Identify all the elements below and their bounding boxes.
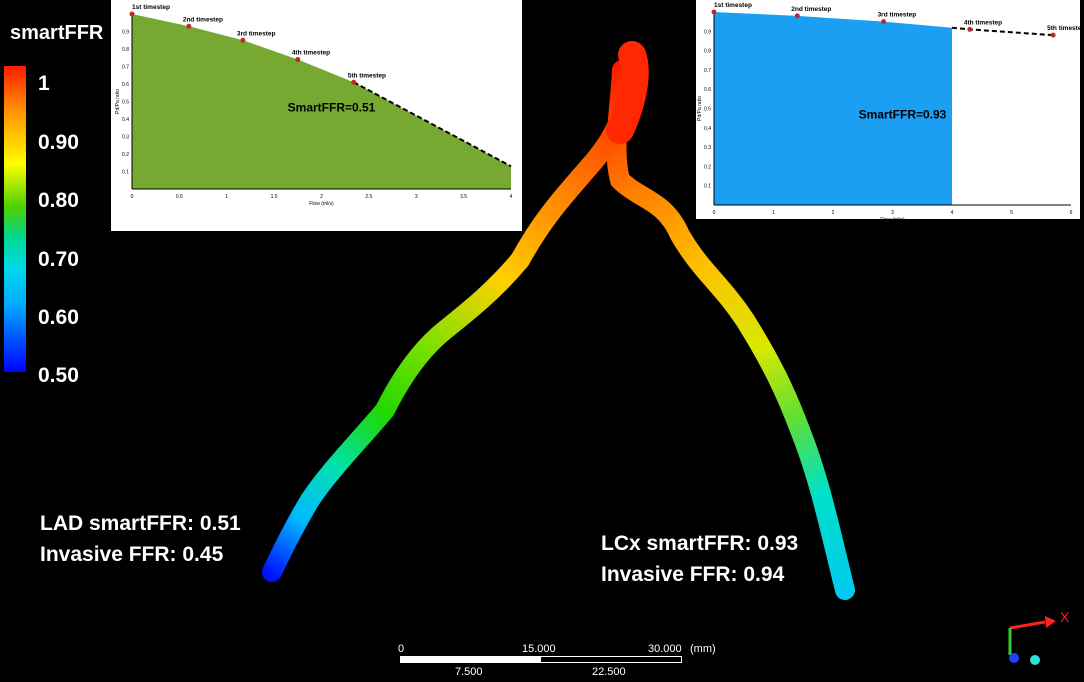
lad-chart-point-label-3: 3rd timestep	[237, 30, 276, 37]
lad-invasive-ffr-label: Invasive FFR: 0.45	[40, 543, 224, 566]
lad-chart-point-3	[240, 37, 246, 43]
lcx-chart-ytick: 0.3	[704, 145, 711, 151]
lad-chart-point-label-4: 4th timestep	[292, 50, 330, 57]
lad-chart-ytick: 0.5	[122, 100, 129, 106]
lad-chart-annotation: SmartFFR=0.51	[288, 101, 376, 115]
lad-chart-xtick: 0.5	[176, 194, 183, 200]
lcx-chart-xtick: 5	[1010, 210, 1013, 216]
lad-chart-xtick: 0	[131, 194, 134, 200]
lcx-chart-point-label-4: 4th timestep	[964, 19, 1002, 26]
lad-chart-point-5	[351, 79, 357, 85]
lad-chart-ytick: 0.1	[122, 170, 129, 176]
lcx-smartffr-label: LCx smartFFR: 0.93	[601, 532, 799, 555]
scale-segment-2	[540, 656, 682, 663]
lcx-chart-ytick: 0.8	[704, 49, 711, 55]
lcx-chart-ytick: 0.7	[704, 68, 711, 74]
legend-tick-1: 1	[38, 72, 50, 95]
lad-chart-xtick: 2.5	[365, 194, 372, 200]
lad-chart-xtick: 2	[320, 194, 323, 200]
color-scale-bar	[4, 66, 26, 372]
lad-chart-xtick: 4	[510, 194, 513, 200]
lad-smartffr-label: LAD smartFFR: 0.51	[40, 512, 241, 535]
lad-chart-ytick: 0.2	[122, 152, 129, 158]
lad-chart-ytick: 0.9	[122, 30, 129, 36]
lcx-chart-point-3	[881, 19, 887, 25]
scale-segment-1	[400, 656, 542, 663]
lcx-chart-ytick: 0.1	[704, 184, 711, 190]
legend-tick-090: 0.90	[38, 131, 79, 154]
lad-chart-point-label-5: 5th timestep	[348, 72, 386, 79]
lad-chart-ytick: 0.8	[122, 47, 129, 53]
lcx-chart-ytick: 0.6	[704, 87, 711, 93]
lcx-chart-point-5	[1050, 32, 1056, 38]
lad-chart-ytick: 0.4	[122, 117, 129, 123]
lcx-chart-ytick: 0.4	[704, 126, 711, 132]
lcx-chart-ytick: 0.9	[704, 29, 711, 35]
lcx-pressure-flow-chart: 0 1 2 3 4 5 6 0.1 0.2 0.3 0.4 0.5 0.6 0.7 0.8 0.9 Flow (…	[696, 0, 1080, 219]
lad-chart-point-2	[186, 23, 192, 29]
lad-chart-point-4	[295, 57, 301, 62]
lcx-chart-xtick: 1	[772, 210, 775, 216]
lcx-chart-ytick: 0.5	[704, 107, 711, 113]
lad-chart-xtick: 1.5	[271, 194, 278, 200]
lcx-chart-xtick: 2	[832, 210, 835, 216]
lcx-chart-xtick: 6	[1070, 210, 1073, 216]
legend-tick-070: 0.70	[38, 248, 79, 271]
lad-chart-ylabel: Pd/Pa ratio	[115, 89, 121, 114]
lcx-chart-point-label-1: 1st timestep	[714, 2, 752, 9]
lcx-chart-ytick: 0.2	[704, 164, 711, 170]
lcx-chart-xtick: 3	[891, 210, 894, 216]
lad-branch	[262, 52, 640, 582]
lcx-chart-point-1	[711, 9, 717, 15]
lad-chart-ytick: 0.7	[122, 65, 129, 71]
legend-title: smartFFR	[10, 22, 104, 44]
lad-chart-xtick: 3	[415, 194, 418, 200]
lad-chart-point-1	[129, 11, 135, 17]
lcx-chart-xtick: 4	[951, 210, 954, 216]
legend-tick-080: 0.80	[38, 189, 79, 212]
legend-tick-060: 0.60	[38, 306, 79, 329]
lcx-invasive-ffr-label: Invasive FFR: 0.94	[601, 563, 785, 586]
scale-label-30: 30.000	[648, 643, 682, 655]
lcx-branch	[606, 60, 855, 600]
scale-label-22500: 22.500	[592, 666, 626, 678]
lcx-chart-point-label-2: 2nd timestep	[791, 6, 831, 13]
lad-pressure-flow-chart: 0 0.5 1 1.5 2 2.5 3 3.5 4 0.1 0.2 0.3 0.4 0.5 0.6 0.7 0.…	[111, 0, 522, 231]
lcx-chart-point-4	[967, 26, 973, 32]
lcx-chart-point-label-3: 3rd timestep	[878, 12, 917, 19]
lcx-chart-ylabel: Pd/Pa ratio	[697, 96, 703, 121]
scale-label-15: 15.000	[522, 643, 556, 655]
orientation-axes-widget: X	[1008, 609, 1070, 665]
legend-tick-050: 0.50	[38, 364, 79, 387]
lcx-chart-extrapolation-line	[951, 26, 1054, 37]
lad-chart-xtick: 3.5	[460, 194, 467, 200]
lcx-chart-area	[714, 12, 952, 205]
scale-unit: (mm)	[690, 643, 716, 655]
scale-label-0: 0	[398, 643, 405, 655]
lcx-chart-xlabel: Flow (ml/s)	[880, 217, 905, 219]
lcx-chart-point-label-5: 5th timestep	[1047, 25, 1080, 32]
lcx-chart-point-2	[794, 13, 800, 19]
axis-x-label: X	[1060, 609, 1070, 625]
lcx-chart-xtick: 0	[713, 210, 716, 216]
lad-chart-extrapolation-line	[353, 81, 512, 168]
scale-label-7500: 7.500	[455, 666, 483, 678]
lad-chart-xlabel: Flow (ml/s)	[309, 201, 334, 207]
lad-chart-ytick: 0.3	[122, 135, 129, 141]
lad-chart-ytick: 0.6	[122, 82, 129, 88]
lad-chart-xtick: 1	[225, 194, 228, 200]
left-main-segment	[606, 41, 649, 144]
lad-chart-point-label-2: 2nd timestep	[183, 16, 223, 23]
lcx-chart-annotation: SmartFFR=0.93	[859, 108, 947, 122]
lad-chart-area	[132, 14, 511, 189]
lad-chart-point-label-1: 1st timestep	[132, 4, 170, 11]
